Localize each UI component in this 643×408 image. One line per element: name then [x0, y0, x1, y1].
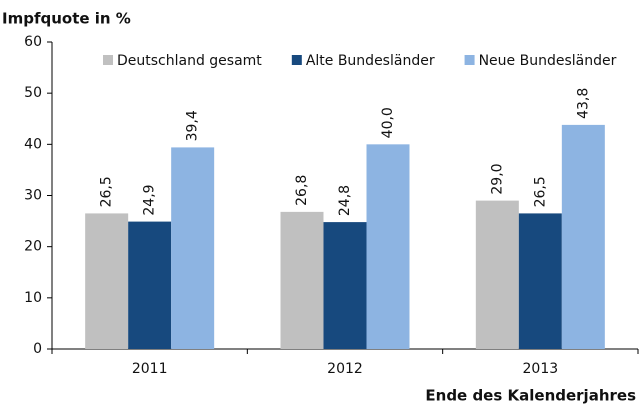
bar: [171, 147, 215, 349]
x-tick-label: 2012: [327, 361, 363, 377]
x-tick-label: 2011: [132, 361, 168, 377]
value-label: 29,0: [489, 163, 505, 194]
bar: [475, 200, 519, 349]
y-tick-label: 10: [24, 290, 42, 306]
value-label: 26,5: [532, 176, 548, 207]
legend-swatch: [464, 55, 475, 65]
value-label: 43,8: [575, 88, 591, 119]
legend-label: Alte Bundesländer: [306, 53, 435, 69]
bar: [561, 124, 605, 349]
bar: [280, 211, 324, 349]
y-tick-label: 30: [24, 188, 42, 204]
bar: [85, 213, 129, 349]
value-label: 24,9: [142, 184, 158, 215]
y-tick-label: 60: [24, 34, 42, 50]
value-label: 26,5: [99, 176, 115, 207]
value-label: 39,4: [185, 110, 201, 141]
value-label: 40,0: [380, 107, 396, 138]
y-tick-label: 40: [24, 136, 42, 152]
legend-swatch: [291, 55, 302, 65]
y-tick-label: 20: [24, 239, 42, 255]
legend-swatch: [103, 55, 113, 65]
x-axis-label: Ende des Kalenderjahres: [425, 387, 636, 405]
y-tick-label: 0: [33, 341, 42, 357]
bar: [518, 213, 562, 349]
y-axis-label: Impfquote in %: [2, 10, 131, 28]
bar: [323, 222, 367, 349]
bar: [128, 221, 172, 349]
bar: [366, 144, 410, 349]
x-tick-label: 2013: [523, 361, 559, 377]
value-label: 26,8: [294, 175, 310, 206]
y-tick-label: 50: [24, 85, 42, 101]
legend-label: Neue Bundesländer: [479, 53, 617, 69]
legend-label: Deutschland gesamt: [117, 53, 262, 69]
value-label: 24,8: [337, 185, 353, 216]
